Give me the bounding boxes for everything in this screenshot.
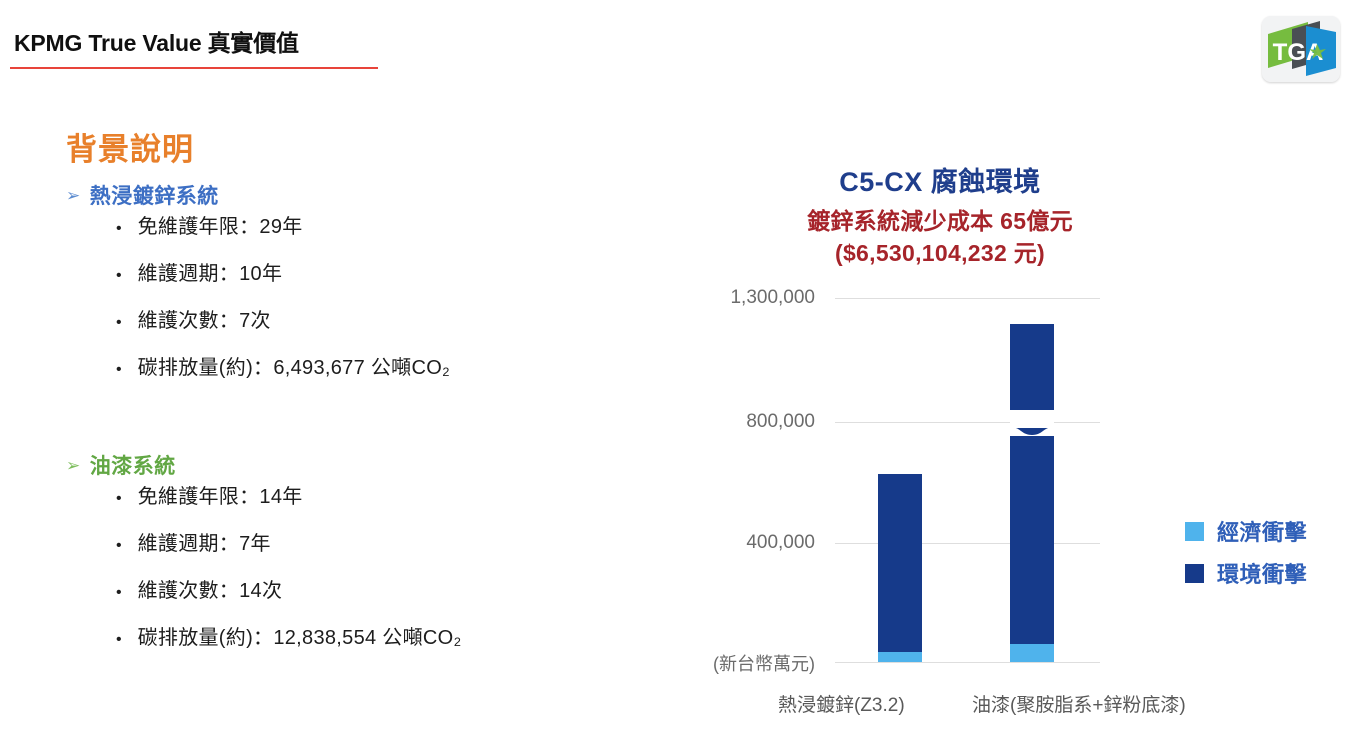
list-item: • 碳排放量(約)：12,838,554 公噸CO₂ bbox=[116, 621, 462, 668]
list-item: • 維護週期：7年 bbox=[116, 527, 462, 574]
list-item: • 維護週期：10年 bbox=[116, 257, 450, 304]
list-item-label: 維護週期：10年 bbox=[137, 263, 283, 285]
y-axis-unit-label: (新台幣萬元) bbox=[713, 654, 815, 674]
list-item: • 免維護年限：14年 bbox=[116, 480, 462, 527]
section-hot-dip-galvanizing: ➢ 熱浸鍍鋅系統 • 免維護年限：29年 • 維護週期：10年 • 維護次數：7… bbox=[66, 180, 450, 398]
legend-swatch-icon bbox=[1185, 521, 1204, 541]
bar-segment-economic bbox=[1010, 644, 1054, 662]
arrow-bullet-icon: ➢ bbox=[66, 185, 81, 205]
list-item: • 免維護年限：29年 bbox=[116, 210, 450, 257]
header-divider bbox=[10, 67, 378, 69]
legend-item-environmental[interactable]: 環境衝擊 bbox=[1185, 552, 1307, 594]
list-item-label: 維護週期：7年 bbox=[137, 533, 271, 555]
tga-logo-graphic: TGA bbox=[1262, 16, 1340, 82]
section-title: ➢ 熱浸鍍鋅系統 bbox=[66, 180, 450, 210]
list-item: • 維護次數：14次 bbox=[116, 574, 462, 621]
bullet-dot-icon: • bbox=[116, 361, 122, 378]
chart-plot-area: 1,300,000 800,000 400,000 (新台幣萬元) bbox=[660, 150, 1360, 740]
chart-container: C5-CX 腐蝕環境 鍍鋅系統減少成本 65億元 ($6,530,104,232… bbox=[660, 150, 1360, 740]
y-axis-tick-label: 400,000 bbox=[746, 532, 815, 553]
legend-item-economic[interactable]: 經濟衝擊 bbox=[1185, 510, 1307, 552]
y-axis-tick-label: 1,300,000 bbox=[730, 287, 815, 308]
gridline bbox=[835, 422, 1100, 423]
bullet-dot-icon: • bbox=[116, 267, 122, 284]
bullet-dot-icon: • bbox=[116, 220, 122, 237]
bar-segment-environmental bbox=[878, 474, 922, 652]
section-title-label: 油漆系統 bbox=[89, 455, 176, 478]
gridline bbox=[835, 543, 1100, 544]
arrow-bullet-icon: ➢ bbox=[66, 455, 81, 475]
bar-column-paint-system[interactable] bbox=[1010, 324, 1054, 662]
chart-subtitle-line1: 鍍鋅系統減少成本 65億元 bbox=[807, 208, 1073, 234]
axis-break-icon bbox=[1010, 410, 1054, 436]
legend-label: 環境衝擊 bbox=[1217, 562, 1308, 587]
list-item-label: 碳排放量(約)：6,493,677 公噸CO₂ bbox=[137, 357, 451, 379]
section-paint-system: ➢ 油漆系統 • 免維護年限：14年 • 維護週期：7年 • 維護次數：14次 … bbox=[66, 450, 462, 668]
bullet-dot-icon: • bbox=[116, 490, 122, 507]
x-axis-label-category-1: 熱浸鍍鋅(Z3.2) bbox=[778, 695, 905, 716]
gridline bbox=[835, 662, 1100, 663]
bar-segment-environmental bbox=[1010, 324, 1054, 644]
x-axis-label-category-2: 油漆(聚胺脂系+鋅粉底漆) bbox=[972, 695, 1186, 716]
list-item-label: 維護次數：7次 bbox=[137, 310, 271, 332]
legend-swatch-icon bbox=[1185, 563, 1204, 583]
bullet-dot-icon: • bbox=[116, 631, 122, 648]
bar-segment-economic bbox=[878, 652, 922, 662]
chart-subtitle-line2: ($6,530,104,232 元) bbox=[835, 240, 1045, 266]
list-item-label: 免維護年限：29年 bbox=[137, 216, 303, 238]
gridline bbox=[835, 298, 1100, 299]
y-axis-tick-label: 800,000 bbox=[746, 411, 815, 432]
section-bullet-list: • 免維護年限：14年 • 維護週期：7年 • 維護次數：14次 • 碳排放量(… bbox=[66, 480, 462, 668]
list-item: • 碳排放量(約)：6,493,677 公噸CO₂ bbox=[116, 351, 450, 398]
chart-title: C5-CX 腐蝕環境 bbox=[839, 167, 1041, 197]
list-item: • 維護次數：7次 bbox=[116, 304, 450, 351]
bar-column-hot-dip-galvanizing[interactable] bbox=[878, 474, 922, 662]
bullet-dot-icon: • bbox=[116, 314, 122, 331]
section-bullet-list: • 免維護年限：29年 • 維護週期：10年 • 維護次數：7次 • 碳排放量(… bbox=[66, 210, 450, 398]
page-title: KPMG True Value 真實價值 bbox=[14, 30, 299, 56]
legend-label: 經濟衝擊 bbox=[1217, 520, 1308, 545]
background-heading: 背景說明 bbox=[66, 132, 194, 167]
list-item-label: 維護次數：14次 bbox=[137, 580, 283, 602]
section-title-label: 熱浸鍍鋅系統 bbox=[89, 185, 219, 208]
chart-legend: 經濟衝擊 環境衝擊 bbox=[1185, 510, 1307, 594]
bullet-dot-icon: • bbox=[116, 537, 122, 554]
list-item-label: 免維護年限：14年 bbox=[137, 486, 303, 508]
bullet-dot-icon: • bbox=[116, 584, 122, 601]
list-item-label: 碳排放量(約)：12,838,554 公噸CO₂ bbox=[137, 627, 462, 649]
tga-logo: TGA bbox=[1262, 16, 1340, 82]
section-title: ➢ 油漆系統 bbox=[66, 450, 462, 480]
